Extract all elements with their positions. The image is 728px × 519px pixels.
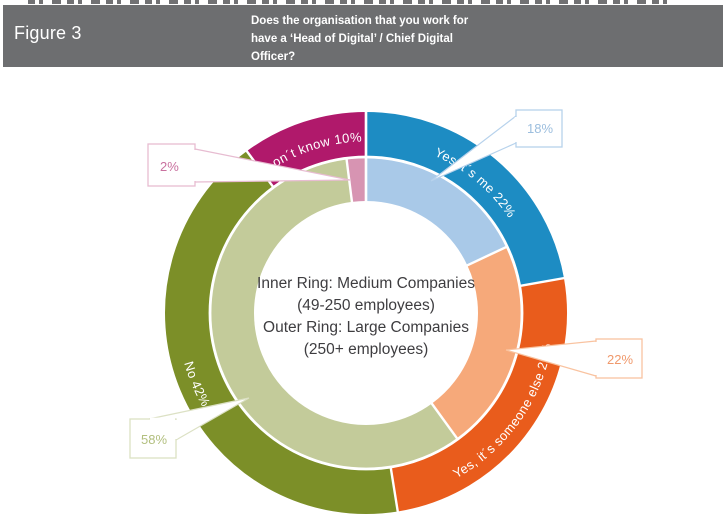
callout-box [515, 109, 563, 148]
segment-separator [389, 464, 400, 514]
center-legend: Inner Ring: Medium Companies (49-250 emp… [257, 275, 475, 358]
segment-separator [429, 401, 460, 441]
callout-value: 18% [527, 121, 553, 136]
callout-value: 2% [160, 159, 179, 174]
callout-wedge-border [505, 340, 597, 377]
center-legend-line-3: Outer Ring: Large Companies [263, 319, 469, 336]
segment-inner-no [211, 159, 458, 468]
callout-wedge-border [430, 115, 517, 182]
center-legend-line-4: (250+ employees) [304, 341, 429, 358]
figure-question: Does the organisation that you work for … [251, 12, 501, 66]
callout-inner-someone-else: 22% [505, 338, 643, 379]
segment-inner-yes-it-s-me [365, 158, 507, 266]
callout-inner-dont-know: 2% [147, 143, 351, 187]
callout-wedge [506, 341, 596, 376]
question-line-2: have a ‘Head of Digital’ / Chief Digital [251, 33, 453, 45]
cropped-text-strip [28, 0, 668, 4]
figure-number-label: Figure 3 [14, 23, 82, 43]
callout-wedge-border [194, 148, 351, 183]
segment-separator [465, 245, 509, 268]
segment-outer-yes-it-s-me [365, 112, 564, 287]
segment-outer-don-t-know [246, 112, 367, 187]
callout-inner-no: 58% [129, 397, 250, 459]
segment-separator [517, 276, 567, 288]
segment-outer-no [165, 151, 398, 514]
center-legend-line-1: Inner Ring: Medium Companies [257, 275, 475, 292]
question-line-3: Officer? [251, 51, 296, 63]
callout-value: 22% [607, 352, 633, 367]
segment-outer-yes-it-s-someone-else [390, 278, 567, 512]
callout-wedge-border [148, 397, 250, 441]
figure-header-bar: Figure 3 Does the organisation that you … [3, 5, 723, 67]
center-legend-line-2: (49-250 employees) [297, 297, 435, 314]
callout-value: 58% [141, 432, 167, 447]
callout-box [147, 143, 196, 187]
rings-layer: Yes it´s me 22%Yes, it´s someone else 25… [165, 112, 567, 514]
callout-inner-yes-its-me: 18% [430, 109, 563, 182]
segment-inner-don-t-know [346, 157, 367, 202]
callout-joint [150, 417, 178, 439]
question-line-1: Does the organisation that you work for [251, 15, 469, 27]
callout-box [595, 338, 643, 379]
segment-inner-yes-it-s-someone-else [431, 247, 521, 439]
ring-gap [208, 155, 524, 471]
